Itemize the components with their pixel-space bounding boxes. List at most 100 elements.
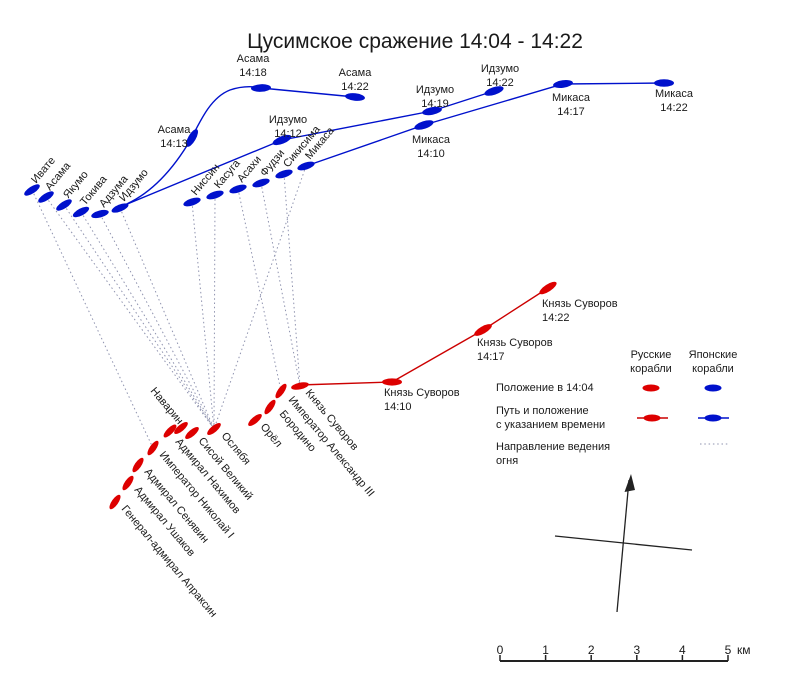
track-marker-idzumo-1412 bbox=[272, 134, 292, 146]
ship-marker-tokiva bbox=[72, 206, 90, 218]
ship-marker-asahi bbox=[229, 184, 247, 194]
ship-marker-oslyabya bbox=[207, 423, 221, 435]
north-arrow bbox=[554, 474, 693, 613]
track-marker-suvorov-1422 bbox=[539, 281, 557, 295]
legend-japanese-position-marker bbox=[704, 384, 722, 392]
ship-marker-nissin bbox=[183, 197, 201, 207]
track-label-idzumo-1412-name: Идзумо bbox=[269, 114, 307, 126]
legend-russian-position-marker bbox=[642, 384, 660, 392]
ship-marker-fudzi bbox=[252, 178, 270, 188]
fire-line-adzuma-to-oslyabya bbox=[99, 213, 215, 430]
track-label-asama-1418-name: Асама bbox=[237, 53, 271, 65]
track-label-idzumo-1419-name: Идзумо bbox=[416, 84, 454, 96]
legend-japanese-path-marker bbox=[704, 414, 722, 422]
track-label-idzumo-1412-time: 14:12 bbox=[274, 128, 302, 140]
fire-line-sikisima-to-suvorov bbox=[283, 173, 301, 387]
track-marker-suvorov-1410 bbox=[382, 378, 402, 386]
fire-line-nissin-to-oslyabya bbox=[191, 201, 215, 430]
track-label-mikasa-1422-name: Микаса bbox=[655, 88, 694, 100]
scale-label-2: 2 bbox=[588, 643, 595, 657]
scale-label-5: 5 bbox=[725, 643, 732, 657]
legend-position-label: Положение в 14:04 bbox=[496, 382, 594, 394]
mikasa-track bbox=[305, 82, 665, 167]
track-label-mikasa-1410-time: 14:10 bbox=[417, 148, 445, 160]
track-label-asama-1413-name: Асама bbox=[158, 124, 192, 136]
fire-line-yakumo-to-oslyabya bbox=[63, 204, 215, 430]
japanese-tracks bbox=[119, 82, 665, 208]
track-label-mikasa-1417-time: 14:17 bbox=[557, 106, 585, 118]
legend-fire-label-line1: Направление ведения bbox=[496, 441, 610, 453]
legend-path-label-line1: Путь и положение bbox=[496, 405, 589, 417]
fire-line-kasuga-to-oslyabya bbox=[213, 194, 216, 430]
ship-marker-senyavin bbox=[132, 457, 144, 473]
track-marker-asama-1422 bbox=[345, 93, 365, 101]
track-marker-mikasa-1417 bbox=[553, 79, 573, 89]
track-marker-idzumo-1419 bbox=[422, 106, 442, 116]
ship-marker-apraksin bbox=[109, 494, 121, 510]
russian-track-labels: Князь Суворов 14:10 Князь Суворов 14:17 … bbox=[384, 298, 618, 413]
ship-marker-oryol bbox=[248, 414, 262, 426]
ship-marker-mikasa bbox=[297, 161, 315, 171]
legend-russian-header-line2: корабли bbox=[630, 363, 672, 375]
track-label-asama-1413-time: 14:13 bbox=[160, 138, 188, 150]
track-label-asama-1418-time: 14:18 bbox=[239, 67, 267, 79]
compass-cross-line bbox=[554, 535, 693, 551]
track-label-mikasa-1422-time: 14:22 bbox=[660, 102, 688, 114]
track-label-idzumo-1422-time: 14:22 bbox=[486, 77, 514, 89]
russian-track-markers bbox=[382, 281, 557, 386]
scale-label-0: 0 bbox=[497, 643, 504, 657]
track-label-idzumo-1419-time: 14:19 bbox=[421, 98, 449, 110]
track-marker-asama-1418 bbox=[251, 84, 271, 92]
russian-first-division-markers bbox=[248, 382, 309, 426]
north-arrow-shaft bbox=[616, 479, 630, 613]
ship-marker-aleksandr3 bbox=[275, 383, 287, 399]
legend-japanese-header-line2: корабли bbox=[692, 363, 734, 375]
fire-line-ivate-to-nikolay bbox=[31, 189, 154, 449]
track-marker-mikasa-1422 bbox=[654, 79, 674, 87]
track-label-idzumo-1422-name: Идзумо bbox=[481, 63, 519, 75]
ship-marker-borodino bbox=[264, 399, 276, 415]
ship-marker-yakumo bbox=[56, 199, 72, 211]
fire-line-idzumo-to-oslyabya bbox=[119, 207, 215, 430]
fire-line-asahi-to-aleksandr bbox=[237, 188, 282, 392]
legend-russian-path-marker bbox=[643, 414, 661, 422]
track-label-suvorov-1410-name: Князь Суворов bbox=[384, 387, 460, 399]
ship-marker-suvorov bbox=[291, 382, 309, 390]
map-title: Цусимское сражение 14:04 - 14:22 bbox=[247, 30, 583, 53]
track-marker-mikasa-1410 bbox=[414, 120, 434, 130]
ship-marker-sisoy bbox=[185, 427, 199, 439]
ship-marker-ushakov bbox=[122, 475, 134, 491]
ship-marker-nahimov bbox=[163, 424, 177, 438]
north-arrow-head bbox=[624, 474, 635, 492]
japanese-track-labels: Асама 14:13 Асама 14:18 Асама 14:22 Идзу… bbox=[158, 53, 694, 160]
legend: Русские корабли Японские корабли Положен… bbox=[496, 349, 737, 467]
fire-line-tokiva-to-oslyabya bbox=[80, 211, 215, 430]
legend-japanese-header-line1: Японские bbox=[689, 349, 738, 361]
scale-label-3: 3 bbox=[633, 643, 640, 657]
scale-unit-label: км bbox=[737, 643, 751, 657]
track-label-asama-1422-name: Асама bbox=[339, 67, 373, 79]
idzumo-track bbox=[119, 90, 495, 208]
scale-label-4: 4 bbox=[679, 643, 686, 657]
track-label-suvorov-1422-time: 14:22 bbox=[542, 312, 570, 324]
russian-second-third-division-markers bbox=[109, 422, 221, 510]
scale-bar: 0 1 2 3 4 5 км bbox=[497, 643, 751, 662]
ship-marker-sikisima bbox=[275, 169, 293, 179]
ship-marker-ivate bbox=[24, 184, 40, 196]
ship-marker-nikolay1 bbox=[147, 440, 159, 456]
ship-marker-navarin bbox=[174, 422, 188, 434]
track-marker-asama-1413 bbox=[186, 129, 198, 147]
legend-fire-label-line2: огня bbox=[496, 455, 518, 467]
track-label-mikasa-1417-name: Микаса bbox=[552, 92, 591, 104]
legend-russian-header-line1: Русские bbox=[631, 349, 672, 361]
track-label-mikasa-1410-name: Микаса bbox=[412, 134, 451, 146]
asama-track bbox=[121, 85, 356, 207]
japanese-track-markers bbox=[186, 79, 674, 147]
track-label-suvorov-1410-time: 14:10 bbox=[384, 401, 412, 413]
track-label-suvorov-1417-time: 14:17 bbox=[477, 351, 505, 363]
track-marker-suvorov-1417 bbox=[474, 324, 492, 336]
scale-label-1: 1 bbox=[542, 643, 549, 657]
